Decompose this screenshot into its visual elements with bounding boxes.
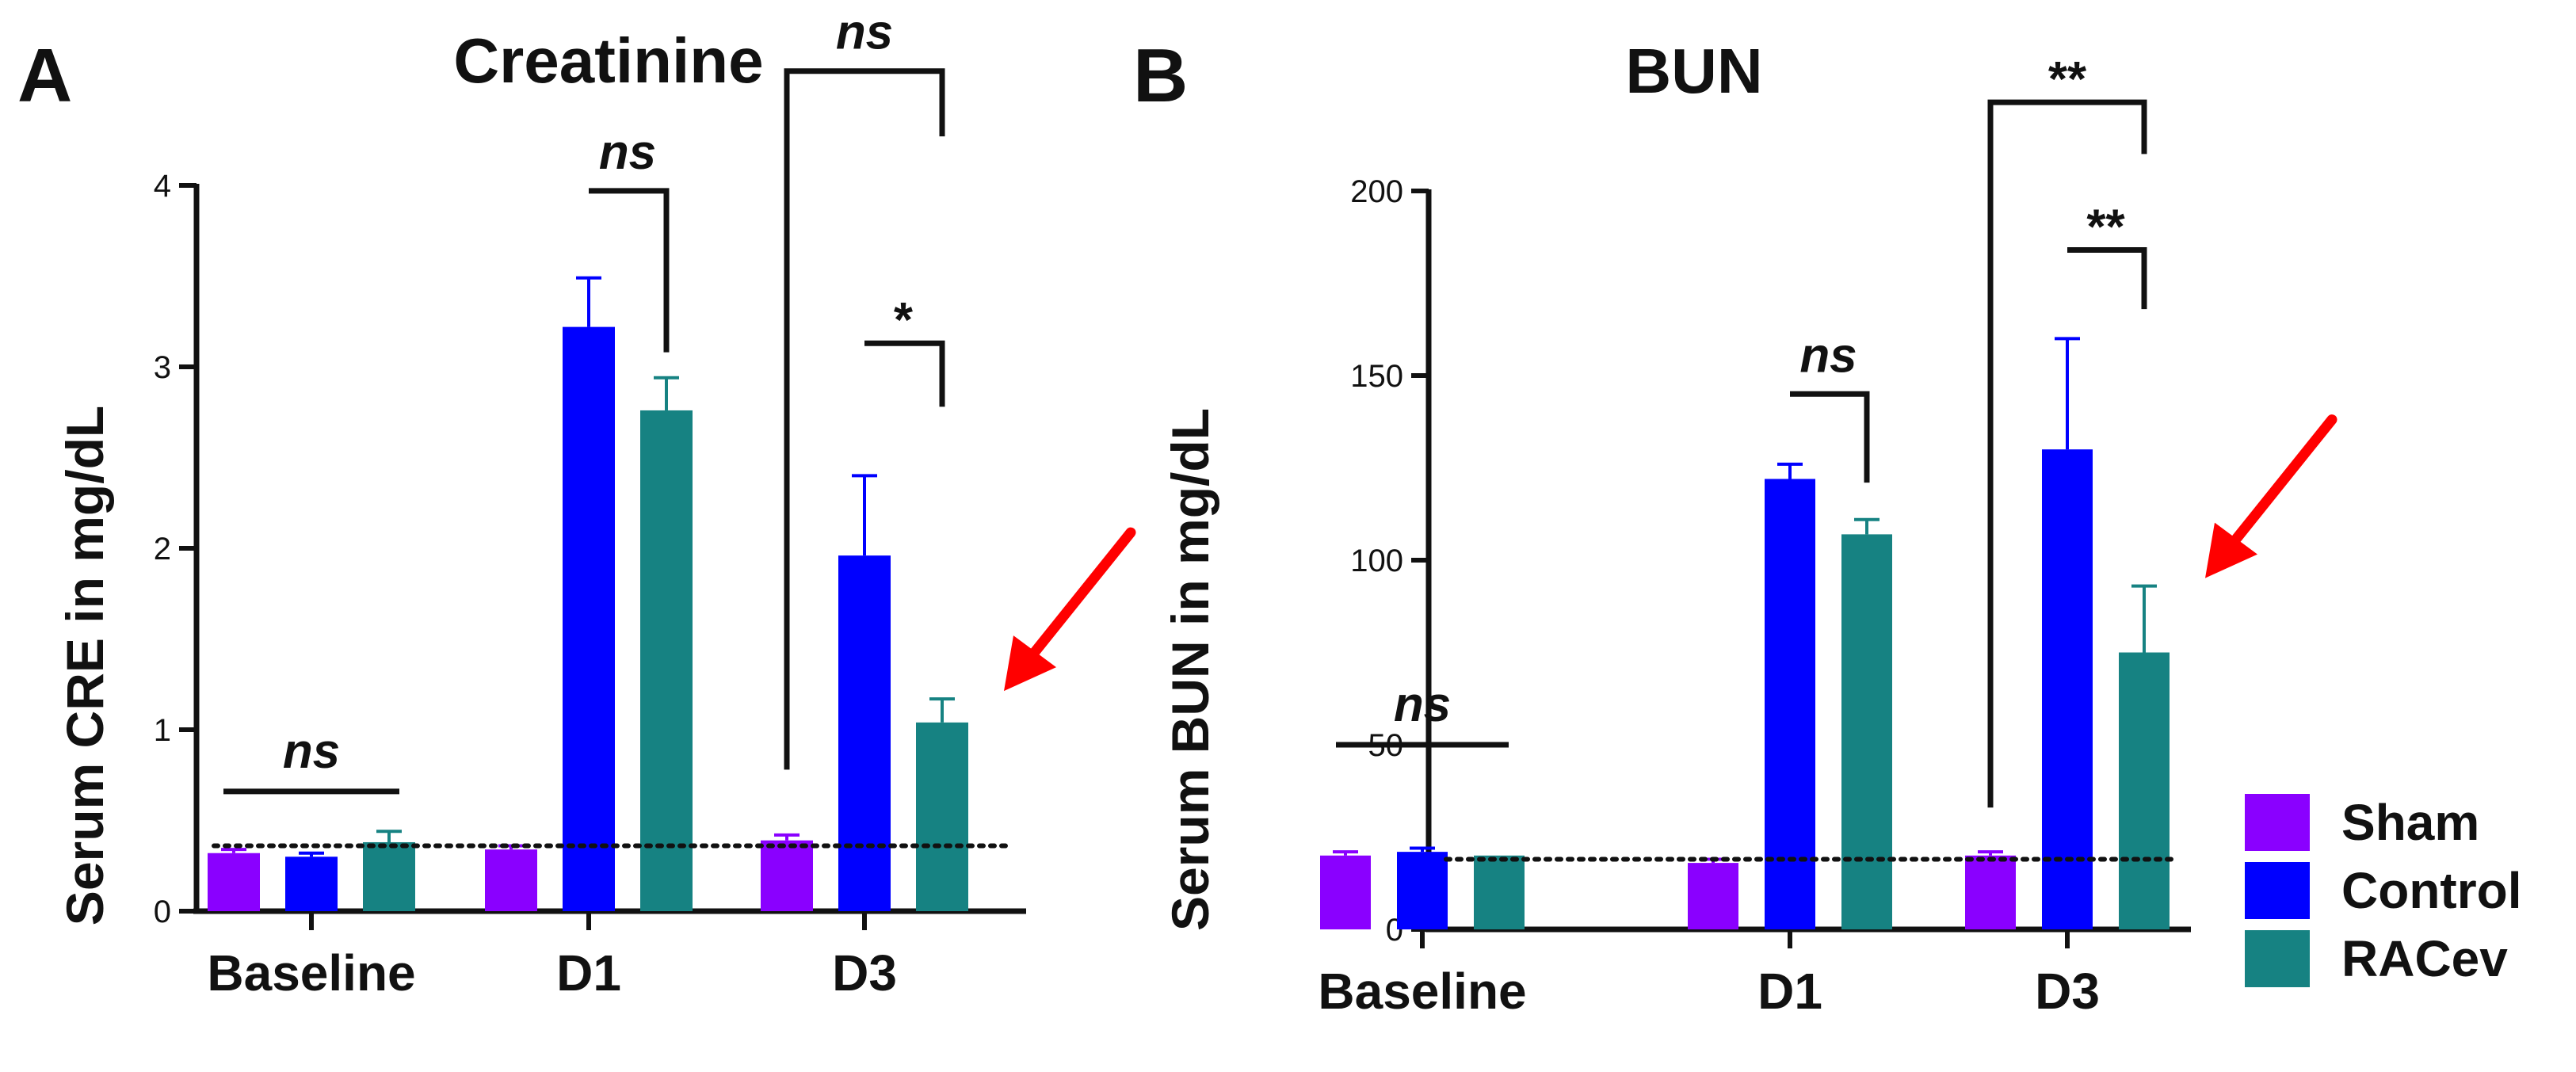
- panel-b-bar-control: [1397, 852, 1448, 929]
- panel-b-significance-label: **: [2086, 200, 2125, 255]
- panel-a-significance-bracket: [784, 68, 945, 770]
- panel-a-plot-area: 0 1 2 3 4 Baseline D1 D3 ns ns * ns: [154, 6, 1136, 1001]
- panel-a-letter: A: [17, 33, 72, 118]
- panel-b-title: BUN: [1625, 36, 1762, 106]
- panel-b-red-arrow-icon: [2205, 414, 2337, 578]
- panel-b-y-tick-label: 100: [1350, 544, 1403, 578]
- panel-a-significance-label: ns: [283, 724, 340, 779]
- panel-a-x-category-label: Baseline: [207, 944, 415, 1001]
- legend-label-sham: Sham: [2341, 794, 2479, 851]
- panel-b-arrow-shaft: [2223, 414, 2337, 554]
- legend-label-racev: RACev: [2341, 930, 2508, 987]
- panel-a-bar-racev: [916, 722, 968, 911]
- panel-a-y-tick-label: 3: [154, 350, 171, 385]
- panel-a-significance-bracket: [864, 340, 945, 407]
- panel-b-bar-racev: [1474, 855, 1525, 929]
- panel-a-y-tick-label: 2: [154, 532, 171, 567]
- legend-label-control: Control: [2341, 862, 2522, 919]
- panel-b-y-tick-label: 200: [1350, 174, 1403, 209]
- panel-a-bar-sham: [208, 853, 260, 911]
- panel-b-y-tick-label: 150: [1350, 359, 1403, 394]
- panel-a-significance-label: ns: [836, 6, 893, 60]
- panel-a-bar-control: [838, 555, 891, 911]
- panel-a: A Creatinine Serum CRE in mg/dL 0 1 2 3 4 Bas…: [17, 6, 1136, 1001]
- panel-a-bar-control: [285, 856, 338, 911]
- panel-b-bar-sham: [1320, 855, 1371, 929]
- legend-swatch-racev: [2245, 930, 2310, 987]
- panel-a-y-tick-label: 1: [154, 713, 171, 748]
- legend-swatch-sham: [2245, 794, 2310, 851]
- panel-a-bar-sham: [485, 849, 537, 911]
- panel-a-significance-bracket: [589, 188, 670, 353]
- panel-b-significance-label: ns: [1394, 677, 1451, 732]
- panel-b-x-category-label: D1: [1757, 963, 1822, 1020]
- panel-b-bar-sham: [1688, 863, 1738, 929]
- panel-a-bar-control: [563, 326, 615, 911]
- legend-swatch-control: [2245, 862, 2310, 919]
- panel-a-bar-sham: [761, 840, 813, 911]
- panel-b-significance-bracket: [1987, 99, 2147, 808]
- panel-a-bar-racev: [363, 841, 415, 911]
- panel-b-x-category-label: Baseline: [1318, 963, 1526, 1020]
- panel-a-y-tick-label: 4: [154, 169, 171, 204]
- panel-a-significance-label: ns: [599, 125, 656, 180]
- panel-a-significance-label: *: [894, 293, 914, 348]
- panel-b-y-axis-label: Serum BUN in mg/dL: [1161, 408, 1219, 931]
- panel-a-y-tick-label: 0: [154, 895, 171, 929]
- panel-b-bar-control: [2042, 449, 2093, 929]
- panel-a-x-category-label: D3: [832, 944, 897, 1001]
- panel-a-x-category-label: D1: [556, 944, 621, 1001]
- panel-b-bar-control: [1765, 479, 1815, 929]
- panel-b-bar-racev: [2119, 652, 2170, 929]
- panel-a-red-arrow-icon: [1004, 527, 1136, 692]
- panel-b-significance-bracket: [1790, 391, 1870, 483]
- panel-b-significance-label: **: [2048, 52, 2087, 107]
- legend: Sham Control RACev: [2245, 794, 2522, 987]
- panel-a-y-axis-label: Serum CRE in mg/dL: [55, 406, 114, 925]
- panel-b-arrow-head: [2205, 522, 2257, 578]
- panel-b-bar-racev: [1841, 534, 1892, 929]
- panel-a-bar-racev: [640, 410, 693, 911]
- panel-a-title: Creatinine: [453, 25, 763, 96]
- panel-b: B BUN Serum BUN in mg/dL 050100150200Bas…: [1133, 33, 2337, 1020]
- panel-b-x-category-label: D3: [2035, 963, 2100, 1020]
- panel-a-arrow-shaft: [1022, 527, 1136, 666]
- panel-b-significance-label: ns: [1799, 328, 1857, 383]
- panel-b-significance-bracket: [2067, 247, 2147, 310]
- panel-b-bar-sham: [1965, 855, 2016, 929]
- panel-a-arrow-head: [1004, 635, 1056, 692]
- panel-b-letter: B: [1133, 33, 1188, 118]
